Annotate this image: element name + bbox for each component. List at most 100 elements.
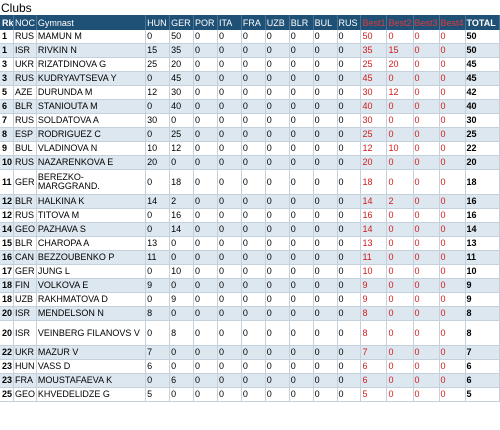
cell-por: 0 — [193, 278, 218, 293]
cell-blr: 0 — [289, 278, 314, 293]
cell-best2: 12 — [386, 85, 414, 100]
cell-noc: RUS — [13, 113, 37, 128]
cell-rank: 12 — [0, 208, 14, 223]
cell-uzb: 0 — [265, 250, 290, 265]
cell-best1: 5 — [360, 387, 388, 402]
cell-ger: 10 — [169, 264, 195, 279]
cell-fra: 0 — [241, 208, 266, 223]
cell-blr: 0 — [289, 359, 314, 374]
cell-uzb: 0 — [265, 306, 290, 321]
cell-hun: 6 — [145, 359, 171, 374]
cell-gymnast: BEREZKO-MARGGRAND. — [36, 169, 147, 195]
cell-ita: 0 — [217, 306, 242, 321]
cell-total: 10 — [465, 264, 500, 279]
cell-best3: 0 — [413, 85, 440, 100]
cell-blr: 0 — [289, 194, 314, 209]
table-row: 11 GER BEREZKO-MARGGRAND. 0 18 0 0 0 0 0 0 0 18 0 0 0 18 — [0, 169, 500, 195]
cell-bul: 0 — [313, 30, 338, 44]
cell-best1: 14 — [360, 194, 388, 209]
cell-ger: 0 — [169, 236, 195, 251]
cell-uzb: 0 — [265, 208, 290, 223]
cell-bul: 0 — [313, 359, 338, 374]
cell-best2: 0 — [386, 155, 414, 170]
cell-ger: 50 — [169, 30, 195, 44]
table-row: 14 GEO PAZHAVA S 0 14 0 0 0 0 0 0 0 14 0 0 0 14 — [0, 222, 500, 237]
cell-bul: 0 — [313, 57, 338, 72]
cell-best3: 0 — [413, 264, 440, 279]
cell-rus: 0 — [337, 373, 362, 388]
cell-uzb: 0 — [265, 71, 290, 86]
cell-uzb: 0 — [265, 57, 290, 72]
cell-best3: 0 — [413, 236, 440, 251]
cell-ger: 2 — [169, 194, 195, 209]
cell-best2: 0 — [386, 127, 414, 142]
cell-ita: 0 — [217, 169, 242, 195]
cell-rus: 0 — [337, 113, 362, 128]
table-row: 12 RUS TITOVA M 0 16 0 0 0 0 0 0 0 16 0 0 0 16 — [0, 208, 500, 223]
table-row: 12 BLR HALKINA K 14 2 0 0 0 0 0 0 0 14 2 0 0 16 — [0, 194, 500, 209]
cell-noc: UKR — [13, 345, 37, 360]
cell-best2: 0 — [386, 169, 414, 195]
cell-gymnast: MAMUN M — [36, 30, 147, 44]
cell-uzb: 0 — [265, 359, 290, 374]
cell-best4: 0 — [439, 57, 466, 72]
cell-total: 30 — [465, 113, 500, 128]
cell-rus: 0 — [337, 306, 362, 321]
cell-total: 6 — [465, 359, 500, 374]
cell-rank: 3 — [0, 71, 14, 86]
cell-best1: 25 — [360, 57, 388, 72]
cell-gymnast: RIVKIN N — [36, 43, 147, 58]
cell-por: 0 — [193, 387, 218, 402]
cell-best2: 0 — [386, 30, 414, 44]
cell-blr: 0 — [289, 373, 314, 388]
cell-ita: 0 — [217, 387, 242, 402]
cell-gymnast: KHVEDELIDZE G — [36, 387, 147, 402]
cell-gymnast: KUDRYAVTSEVA Y — [36, 71, 147, 86]
cell-uzb: 0 — [265, 30, 290, 44]
cell-best4: 0 — [439, 292, 466, 307]
cell-por: 0 — [193, 71, 218, 86]
column-header-por: POR — [193, 15, 218, 30]
cell-bul: 0 — [313, 264, 338, 279]
cell-rank: 5 — [0, 85, 14, 100]
cell-bul: 0 — [313, 250, 338, 265]
cell-rus: 0 — [337, 250, 362, 265]
cell-noc: RUS — [13, 208, 37, 223]
cell-total: 25 — [465, 127, 500, 142]
cell-noc: UKR — [13, 57, 37, 72]
cell-rank: 11 — [0, 169, 14, 195]
cell-rank: 20 — [0, 306, 14, 321]
cell-bul: 0 — [313, 155, 338, 170]
cell-bul: 0 — [313, 208, 338, 223]
cell-fra: 0 — [241, 169, 266, 195]
cell-best1: 9 — [360, 292, 388, 307]
cell-best4: 0 — [439, 43, 466, 58]
cell-hun: 15 — [145, 43, 171, 58]
cell-rus: 0 — [337, 127, 362, 142]
cell-noc: GER — [13, 264, 37, 279]
cell-best2: 0 — [386, 387, 414, 402]
cell-best4: 0 — [439, 127, 466, 142]
cell-rus: 0 — [337, 141, 362, 156]
cell-blr: 0 — [289, 236, 314, 251]
cell-total: 45 — [465, 57, 500, 72]
cell-hun: 0 — [145, 208, 171, 223]
cell-blr: 0 — [289, 113, 314, 128]
cell-blr: 0 — [289, 387, 314, 402]
cell-hun: 30 — [145, 113, 171, 128]
cell-total: 8 — [465, 320, 500, 346]
cell-best1: 6 — [360, 373, 388, 388]
cell-best2: 0 — [386, 222, 414, 237]
cell-best2: 20 — [386, 57, 414, 72]
cell-best4: 0 — [439, 169, 466, 195]
cell-uzb: 0 — [265, 373, 290, 388]
cell-best1: 50 — [360, 30, 388, 44]
cell-best3: 0 — [413, 208, 440, 223]
cell-gymnast: MAZUR V — [36, 345, 147, 360]
cell-gymnast: JUNG L — [36, 264, 147, 279]
cell-bul: 0 — [313, 85, 338, 100]
cell-por: 0 — [193, 169, 218, 195]
cell-fra: 0 — [241, 127, 266, 142]
